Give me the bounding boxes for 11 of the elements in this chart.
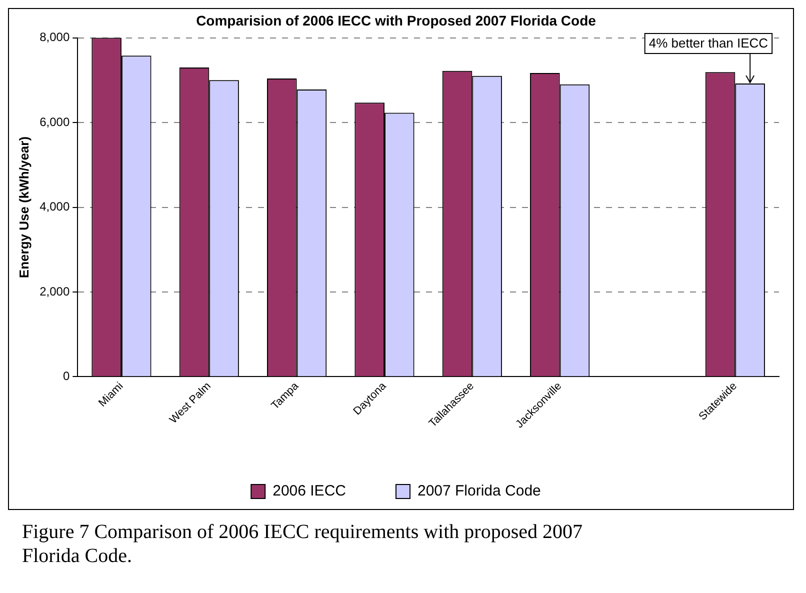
y-axis-title: Energy Use (kWh/year) [16, 136, 32, 278]
y-tick-label: 0 [62, 369, 70, 384]
chart-title: Comparision of 2006 IECC with Proposed 2007 Florida Code [196, 12, 596, 28]
y-tick-label: 6,000 [40, 114, 70, 129]
legend-label: 2006 IECC [272, 482, 346, 500]
legend-label: 2007 Florida Code [417, 482, 541, 500]
y-tick-label: 8,000 [40, 30, 70, 44]
annotation: 4% better than IECC [648, 36, 768, 51]
caption: Figure 7 Comparison of 2006 IECC requirements with proposed 2007 Florida Code. [21, 520, 584, 568]
y-tick-label: 4,000 [40, 200, 70, 214]
y-tick-label: 2,000 [40, 284, 70, 298]
